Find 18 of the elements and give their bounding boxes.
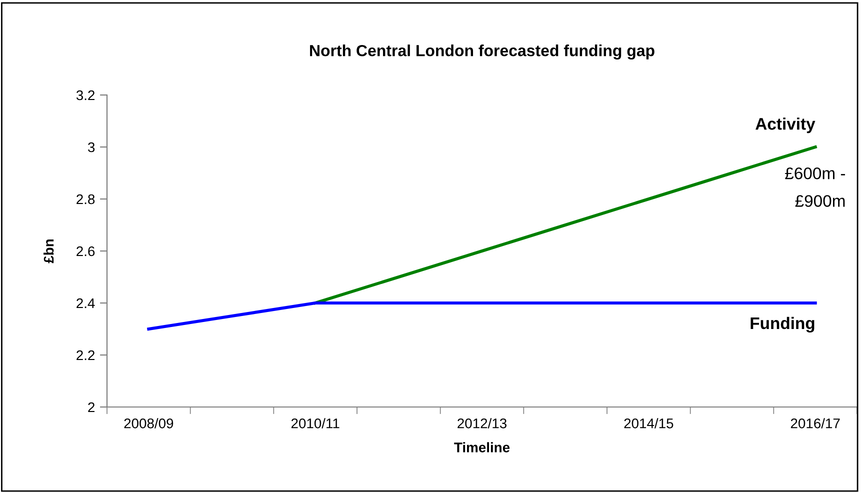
x-axis-title: Timeline [454,442,510,452]
x-tick-label: 2016/17 [790,418,840,428]
y-tick-label: 3 [88,142,95,152]
series-label: Activity [756,118,816,134]
y-tick-label: 3.2 [76,90,94,100]
x-tick-label: 2010/11 [291,418,340,428]
x-tick-label: 2008/09 [124,418,174,428]
y-tick-label: 2 [88,402,94,412]
y-tick-label: 2.6 [76,246,95,256]
series-label: Funding [750,316,814,332]
y-tick-label: 2.2 [76,350,94,360]
x-tick-label: 2014/15 [624,418,674,428]
y-axis-title: £bn [43,240,54,264]
x-tick-label: 2012/13 [458,418,506,428]
annotation: £600m - £900m [785,167,846,207]
y-tick-label: 2.4 [76,298,95,308]
y-tick-label: 2.8 [76,194,95,204]
chart-title: North Central London forecasted funding gap [310,44,654,60]
